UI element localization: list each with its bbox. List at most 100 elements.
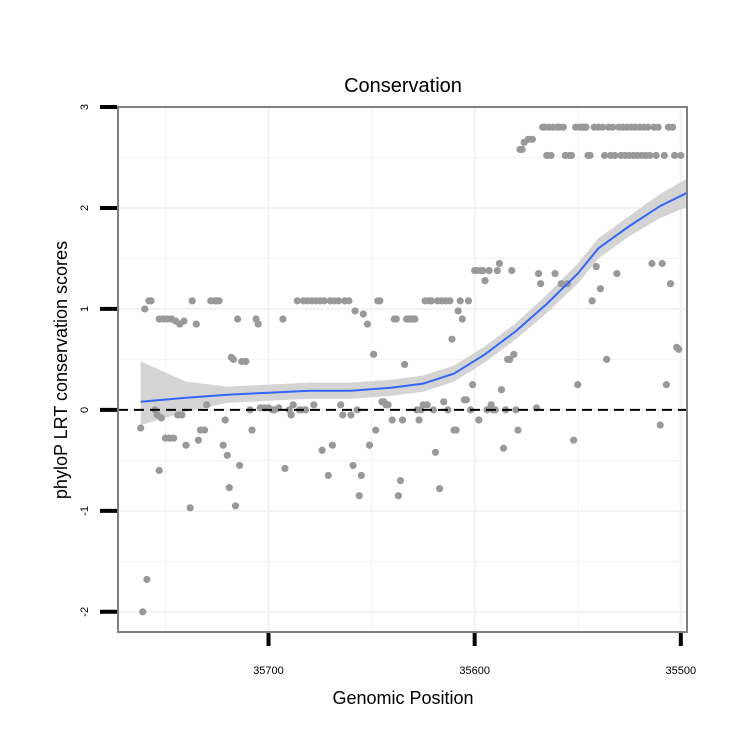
data-point: [180, 317, 188, 325]
data-point: [287, 411, 295, 419]
y-axis-tick-label: 1: [79, 306, 91, 312]
y-axis-tick-label: -1: [79, 506, 91, 516]
y-axis-tick-label: 3: [79, 104, 91, 110]
data-point: [431, 448, 440, 456]
data-point: [355, 492, 363, 500]
data-point: [170, 434, 178, 442]
data-point: [454, 307, 462, 315]
data-point: [351, 307, 359, 315]
data-point: [510, 350, 518, 358]
data-point: [609, 123, 617, 131]
data-point: [423, 401, 431, 409]
data-point: [223, 451, 231, 459]
data-point: [178, 411, 186, 419]
data-point: [320, 297, 328, 305]
data-point: [233, 315, 242, 323]
data-point: [592, 262, 600, 271]
data-point: [396, 476, 405, 485]
data-point: [242, 357, 250, 366]
data-point: [394, 492, 402, 500]
data-point: [497, 386, 506, 394]
data-point: [602, 355, 611, 364]
data-point: [666, 280, 675, 288]
data-point: [310, 401, 318, 409]
data-point: [668, 123, 677, 131]
data-point: [182, 441, 190, 449]
data-point: [534, 269, 543, 278]
data-point: [293, 297, 301, 305]
data-point: [436, 485, 444, 493]
data-point: [411, 315, 419, 323]
data-point: [648, 259, 656, 268]
data-point: [582, 123, 590, 131]
data-point: [600, 151, 609, 160]
data-point: [155, 466, 163, 475]
data-point: [514, 426, 522, 434]
data-point: [372, 426, 380, 434]
data-point: [613, 269, 621, 278]
data-point: [652, 151, 660, 160]
data-point: [188, 297, 196, 305]
data-point: [495, 259, 503, 268]
data-point: [448, 335, 456, 343]
data-point: [334, 297, 343, 305]
data-point: [339, 411, 347, 419]
data-point: [493, 266, 501, 275]
data-point: [464, 297, 473, 305]
data-point: [528, 135, 536, 143]
data-point: [137, 424, 145, 432]
data-point: [219, 441, 227, 449]
data-point: [157, 414, 165, 422]
data-point: [537, 280, 545, 288]
data-point: [518, 145, 526, 154]
data-point: [468, 381, 477, 389]
data-point: [203, 401, 211, 409]
data-point: [574, 381, 582, 389]
data-point: [328, 441, 337, 449]
data-point: [559, 123, 567, 131]
data-point: [324, 471, 332, 480]
data-point: [302, 406, 310, 414]
data-point: [660, 151, 668, 160]
data-point: [248, 426, 256, 434]
data-point: [598, 123, 607, 131]
data-point: [446, 297, 454, 305]
data-point: [506, 355, 514, 364]
data-point: [586, 151, 594, 160]
data-point: [551, 269, 559, 278]
x-axis-tick-label: 35600: [459, 665, 490, 677]
data-point: [456, 297, 464, 305]
x-axis-tick-label: 35500: [666, 665, 697, 677]
y-axis-tick-label: 2: [79, 205, 91, 211]
data-point: [677, 151, 685, 160]
data-point: [139, 608, 147, 616]
data-point: [675, 345, 683, 353]
data-point: [481, 277, 489, 285]
data-point: [141, 305, 149, 313]
data-point: [611, 151, 619, 160]
data-point: [192, 320, 200, 328]
data-point: [485, 266, 493, 275]
data-point: [462, 396, 471, 404]
data-point: [363, 320, 372, 328]
data-point: [658, 259, 666, 268]
data-point: [279, 315, 287, 323]
data-point: [370, 350, 378, 358]
data-point: [662, 381, 670, 389]
data-point: [458, 315, 466, 323]
data-point: [644, 123, 652, 131]
y-axis: -2 -1 0 1 2 3: [79, 104, 117, 617]
data-point: [508, 266, 516, 275]
data-point: [231, 502, 240, 510]
data-point: [671, 151, 679, 160]
data-point: [384, 401, 392, 409]
data-point: [365, 441, 374, 449]
data-point: [281, 464, 289, 473]
data-point: [570, 436, 578, 444]
x-axis-title: Genomic Position: [332, 688, 473, 708]
data-point: [427, 297, 435, 305]
data-point: [221, 416, 229, 424]
data-point: [400, 360, 409, 369]
data-point: [415, 416, 423, 424]
